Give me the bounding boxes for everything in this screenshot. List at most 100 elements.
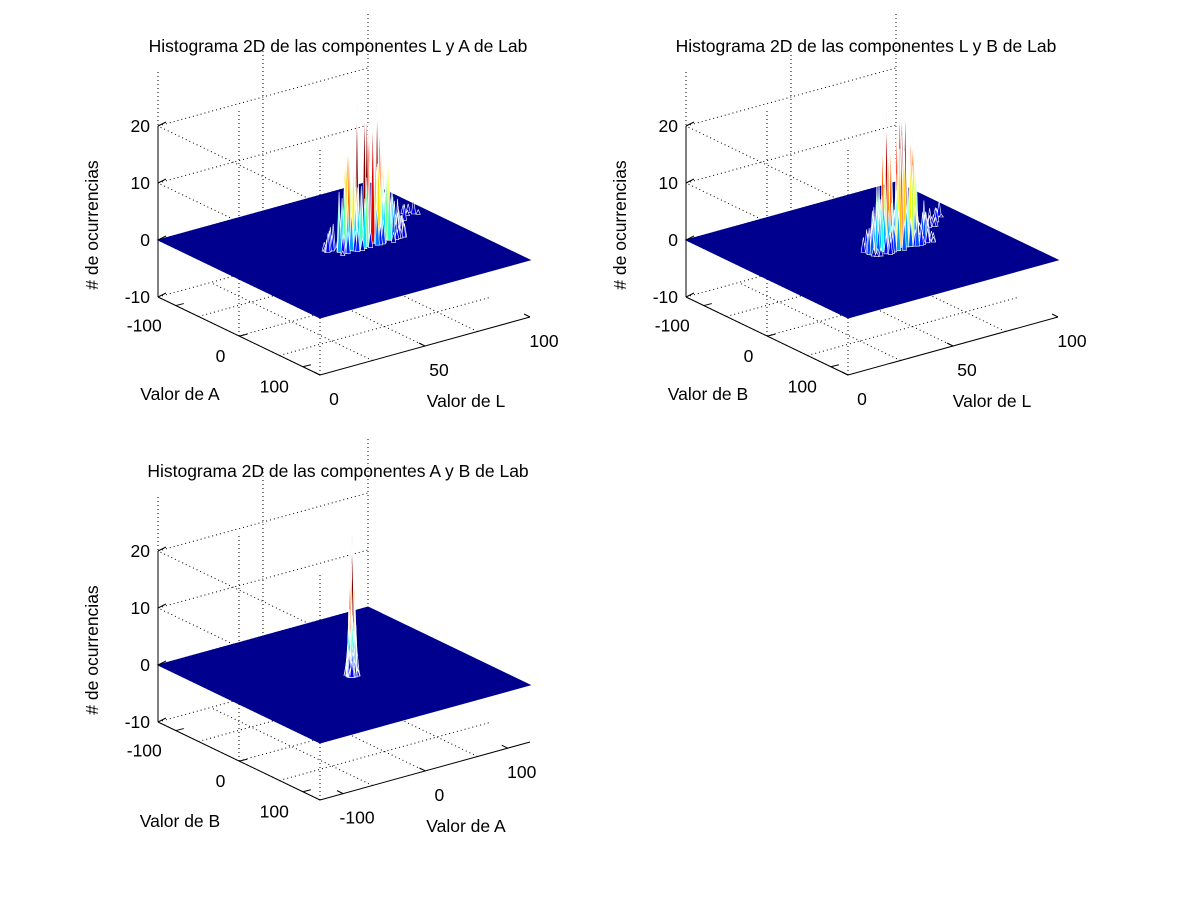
y-axis-line xyxy=(685,296,849,376)
x-axis-label: Valor de L xyxy=(953,391,1032,411)
z-tick-label: 20 xyxy=(659,116,679,136)
z-tick-label: 0 xyxy=(140,655,150,675)
z-tick-label: 20 xyxy=(131,116,151,136)
z-tick-label: 0 xyxy=(140,230,150,250)
histogram-spike xyxy=(401,204,407,221)
z-tick xyxy=(157,603,167,609)
chart-title: Histograma 2D de las componentes L y B d… xyxy=(676,36,1057,56)
histogram-spike xyxy=(874,251,880,257)
z-tick-label: -10 xyxy=(125,287,151,307)
histogram-spike xyxy=(362,198,368,249)
y-tick-label: -100 xyxy=(127,741,162,761)
x-tick-label: 0 xyxy=(435,785,445,805)
y-tick-label: -100 xyxy=(127,316,162,336)
histogram-spike xyxy=(345,231,351,254)
histogram-spike xyxy=(930,236,937,243)
x-tick xyxy=(841,371,849,376)
z-tick-label: 10 xyxy=(131,598,151,618)
x-tick xyxy=(313,371,321,376)
x-tick xyxy=(501,744,508,749)
histogram-spike xyxy=(355,228,361,252)
histogram-spike xyxy=(908,218,914,247)
y-tick-label: 100 xyxy=(260,802,289,822)
y-tick-label: 0 xyxy=(744,346,754,366)
z-axis-label: # de ocurrencias xyxy=(82,585,102,715)
histogram-spike xyxy=(386,180,392,241)
z-tick xyxy=(157,235,167,241)
y-tick xyxy=(703,303,712,307)
plot-l-a: Histograma 2D de las componentes L y A d… xyxy=(82,11,559,411)
x-tick-label: 0 xyxy=(329,389,339,409)
histogram-spike xyxy=(325,233,331,253)
y-axis-label: Valor de B xyxy=(668,384,748,404)
y-tick xyxy=(830,364,839,368)
surface-plot xyxy=(684,101,1060,319)
z-tick-label: -10 xyxy=(125,712,151,732)
y-tick xyxy=(239,333,248,337)
histogram-spike xyxy=(860,237,866,253)
z-tick xyxy=(157,121,167,127)
y-tick xyxy=(175,303,184,307)
histogram-spike xyxy=(349,660,355,678)
histogram-spike xyxy=(374,210,380,246)
y-tick-label: -100 xyxy=(655,316,690,336)
surface-plot xyxy=(156,100,532,319)
y-tick xyxy=(239,758,248,762)
histogram-spike xyxy=(401,222,407,238)
z-tick xyxy=(685,235,695,241)
z-tick-label: 20 xyxy=(131,541,151,561)
y-axis-label: Valor de A xyxy=(140,384,220,404)
x-tick-label: 100 xyxy=(529,331,558,351)
histogram-spike xyxy=(370,114,376,244)
x-tick-label: -100 xyxy=(340,808,375,828)
y-tick-label: 100 xyxy=(260,377,289,397)
histogram-spike xyxy=(914,216,920,247)
z-tick xyxy=(157,546,167,552)
histogram-spike xyxy=(380,219,386,245)
histogram-spike xyxy=(883,234,889,255)
x-axis-label: Valor de L xyxy=(427,391,506,411)
y-tick-label: 0 xyxy=(216,346,226,366)
histogram-spike xyxy=(337,212,343,253)
y-axis-label: Valor de B xyxy=(140,811,220,831)
z-tick xyxy=(685,178,695,184)
chart-title: Histograma 2D de las componentes L y A d… xyxy=(149,36,528,56)
histogram-spike xyxy=(936,201,942,217)
histogram-spike xyxy=(925,228,931,244)
z-tick-label: 10 xyxy=(131,173,151,193)
y-tick xyxy=(767,333,776,337)
x-tick xyxy=(946,342,954,347)
x-tick xyxy=(336,790,344,795)
y-tick xyxy=(302,364,311,368)
y-tick-label: 0 xyxy=(216,771,226,791)
histogram-spike xyxy=(340,250,346,256)
x-tick-label: 100 xyxy=(507,762,536,782)
histogram-spike xyxy=(901,220,907,251)
histogram-spike xyxy=(415,209,421,215)
x-tick xyxy=(523,313,531,318)
plot-l-b: Histograma 2D de las componentes L y B d… xyxy=(610,11,1087,411)
x-tick xyxy=(418,342,426,347)
plot-a-b: Histograma 2D de las componentes A y B d… xyxy=(82,436,537,836)
surface-plot xyxy=(156,532,532,744)
z-tick xyxy=(157,292,167,298)
histogram-spike xyxy=(871,246,877,257)
histogram-spike xyxy=(359,237,366,252)
x-tick xyxy=(419,767,426,772)
histogram-spike xyxy=(878,247,884,257)
x-axis-label: Valor de A xyxy=(426,816,506,836)
z-axis-label: # de ocurrencias xyxy=(82,160,102,290)
y-tick-label: 100 xyxy=(788,377,817,397)
y-tick xyxy=(175,728,184,732)
histogram-spike xyxy=(367,230,374,249)
z-tick xyxy=(157,178,167,184)
z-tick xyxy=(157,660,167,666)
chart-title: Histograma 2D de las componentes A y B d… xyxy=(147,461,528,481)
y-axis-line xyxy=(157,721,321,801)
x-tick-label: 50 xyxy=(957,360,977,380)
histogram-spike xyxy=(390,232,397,243)
